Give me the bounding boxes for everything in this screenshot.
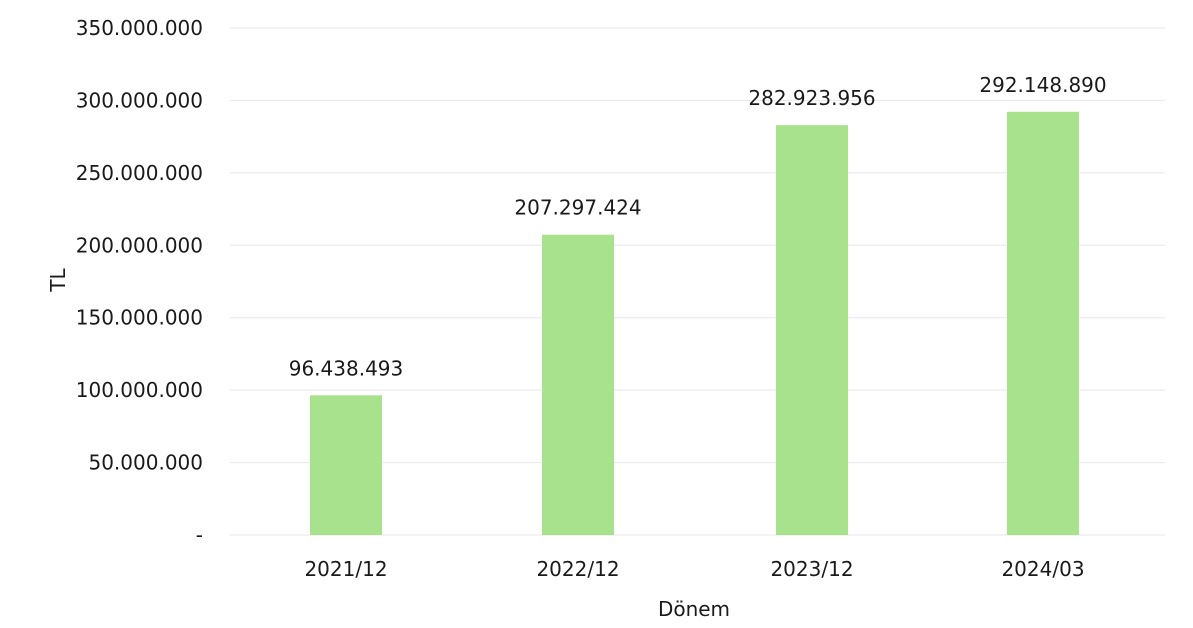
data-label: 207.297.424 [514, 196, 641, 220]
x-tick-label: 2022/12 [536, 557, 619, 581]
bar-2024-03 [1007, 111, 1079, 536]
y-tick-label: 300.000.000 [76, 88, 203, 112]
x-axis-ticks: 2021/12 2022/12 2023/12 2024/03 [304, 557, 1084, 581]
y-tick-label: 50.000.000 [88, 451, 203, 475]
y-axis-label: TL [46, 267, 70, 292]
bar-2022-12 [542, 234, 614, 535]
data-label: 282.923.956 [748, 86, 875, 110]
y-tick-label: 150.000.000 [76, 306, 203, 330]
y-tick-label: 100.000.000 [76, 378, 203, 402]
y-tick-label: 350.000.000 [76, 16, 203, 40]
data-label: 96.438.493 [289, 356, 404, 380]
data-labels: 96.438.493 207.297.424 282.923.956 292.148.… [289, 73, 1107, 381]
y-axis-ticks: - 50.000.000 100.000.000 150.000.000 200.000… [76, 16, 203, 547]
bar-2023-12 [776, 125, 848, 536]
y-tick-label: 200.000.000 [76, 233, 203, 257]
x-tick-label: 2023/12 [770, 557, 853, 581]
y-tick-label: 250.000.000 [76, 161, 203, 185]
data-label: 292.148.890 [979, 73, 1106, 97]
bars [310, 111, 1079, 536]
x-tick-label: 2024/03 [1001, 557, 1084, 581]
y-tick-label: - [196, 523, 203, 547]
x-axis-label: Dönem [658, 597, 730, 621]
gridlines [230, 27, 1165, 536]
bar-2021-12 [310, 395, 382, 535]
x-tick-label: 2021/12 [304, 557, 387, 581]
